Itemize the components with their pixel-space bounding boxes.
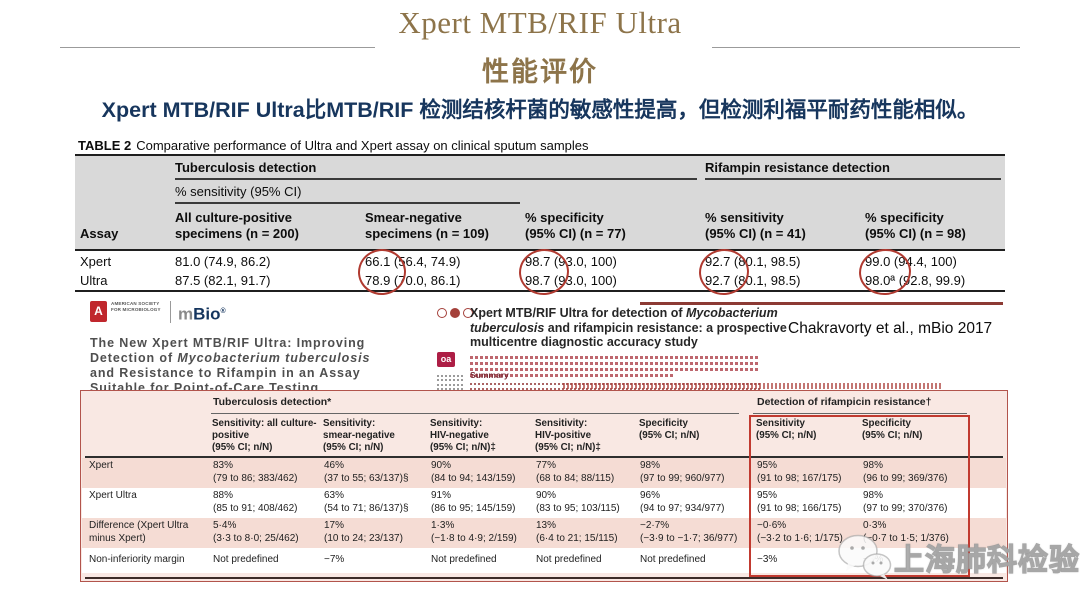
summary-label: Summary bbox=[470, 370, 509, 380]
page-title: Xpert MTB/RIF Ultra bbox=[398, 5, 682, 40]
lancet-group-rif-rule bbox=[753, 413, 967, 414]
journal-margin-text bbox=[437, 372, 465, 393]
wechat-icon bbox=[838, 534, 892, 580]
table2-assay-header: Assay bbox=[80, 226, 119, 241]
mbio-paper-logos: A AMERICAN SOCIETY FOR MICROBIOLOGY mBio… bbox=[90, 301, 226, 325]
lancet-group-rif: Detection of rifampicin resistance† bbox=[757, 396, 932, 408]
table2: Tuberculosis detection Rifampin resistan… bbox=[75, 154, 1005, 298]
lancet-col6-header: Sensitivity (95% CI; n/N) bbox=[756, 418, 817, 441]
lancet-row-difference: Difference (Xpert Ultra minus Xpert) 5·4%… bbox=[82, 518, 1006, 548]
truncated-text-strip bbox=[563, 383, 943, 389]
table2-row-ultra: Ultra 87.5 (82.1, 91.7) 78.9 (70.0, 86.1… bbox=[80, 273, 966, 288]
table2-subgroup-rule bbox=[175, 202, 520, 204]
table2-caption: TABLE 2 Comparative performance of Ultra … bbox=[78, 138, 589, 153]
table2-header-separator bbox=[75, 249, 1005, 251]
table2-group-tb: Tuberculosis detection bbox=[175, 160, 317, 175]
lancet-col3-header: Sensitivity: HIV-negative (95% CI; n/N)‡ bbox=[430, 418, 496, 453]
watermark-text: 上海肺科检验 bbox=[893, 543, 1080, 577]
table2-col1-header: All culture-positive specimens (n = 200) bbox=[175, 210, 299, 241]
table2-group-rif: Rifampin resistance detection bbox=[705, 160, 890, 175]
author-text-lines bbox=[470, 353, 760, 380]
lancet-col4-header: Sensitivity: HIV-positive (95% CI; n/N)‡ bbox=[535, 418, 601, 453]
lancet-col5-header: Specificity (95% CI; n/N) bbox=[639, 418, 700, 441]
table2-col4-header: % sensitivity (95% CI) (n = 41) bbox=[705, 210, 806, 241]
table2-group-rif-rule bbox=[705, 178, 1001, 180]
page-subtitle: 性能评价 bbox=[482, 57, 598, 87]
title-divider-left bbox=[60, 47, 375, 48]
asm-logo-icon: A bbox=[90, 301, 107, 322]
table2-row-xpert: Xpert 81.0 (74.9, 86.2) 66.1 (56.4, 74.9… bbox=[80, 254, 957, 269]
mbio-journal-logo: mBio® bbox=[178, 304, 226, 324]
open-access-icon bbox=[450, 308, 460, 318]
table2-subgroup: % sensitivity (95% CI) bbox=[175, 184, 302, 199]
lancet-paper-title: Xpert MTB/RIF Ultra for detection of Myc… bbox=[470, 306, 787, 349]
table2-col5-header: % specificity (95% CI) (n = 98) bbox=[865, 210, 966, 241]
watermark: 上海肺科检验 bbox=[836, 533, 1080, 581]
lancet-bottom-rule bbox=[85, 577, 1003, 579]
crossmark-icon bbox=[437, 308, 447, 318]
open-access-badge: oa bbox=[437, 352, 455, 367]
title-divider-right bbox=[712, 47, 1020, 48]
asm-logo-text: AMERICAN SOCIETY FOR MICROBIOLOGY bbox=[111, 301, 161, 312]
table2-group-tb-rule bbox=[175, 178, 697, 180]
lancet-col2-header: Sensitivity: smear-negative (95% CI; n/N) bbox=[323, 418, 395, 453]
table2-caption-label: TABLE 2 bbox=[78, 138, 132, 153]
lancet-group-tb-rule bbox=[211, 413, 739, 414]
lancet-col7-header: Specificity (95% CI; n/N) bbox=[862, 418, 923, 441]
article-icons bbox=[437, 308, 473, 318]
rifampicin-highlight-box bbox=[749, 415, 970, 577]
lancet-header-separator bbox=[85, 456, 1003, 458]
table2-caption-text: Comparative performance of Ultra and Xpe… bbox=[136, 138, 589, 153]
lancet-col1-header: Sensitivity: all culture-positive (95% CI… bbox=[212, 418, 317, 453]
logo-divider bbox=[170, 301, 171, 323]
lancet-group-tb: Tuberculosis detection* bbox=[213, 396, 332, 408]
lancet-row-ultra: Xpert Ultra 88% (85 to 91; 408/462) 63% (5… bbox=[82, 488, 1006, 518]
citation-text: Chakravorty et al., mBio 2017 bbox=[788, 320, 993, 337]
article-badge-icon bbox=[463, 308, 473, 318]
lancet-page-rule bbox=[640, 302, 1003, 305]
table2-bottom-rule bbox=[75, 290, 1005, 292]
lancet-row-xpert: Xpert 83% (79 to 86; 383/462) 46% (37 to 5… bbox=[82, 458, 1006, 488]
key-statement: Xpert MTB/RIF Ultra比MTB/RIF 检测结核杆菌的敏感性提高… bbox=[101, 98, 979, 122]
table2-col3-header: % specificity (95% CI) (n = 77) bbox=[525, 210, 626, 241]
mbio-paper-title: The New Xpert MTB/RIF Ultra: Improving D… bbox=[90, 336, 371, 395]
table2-col2-header: Smear-negative specimens (n = 109) bbox=[365, 210, 489, 241]
